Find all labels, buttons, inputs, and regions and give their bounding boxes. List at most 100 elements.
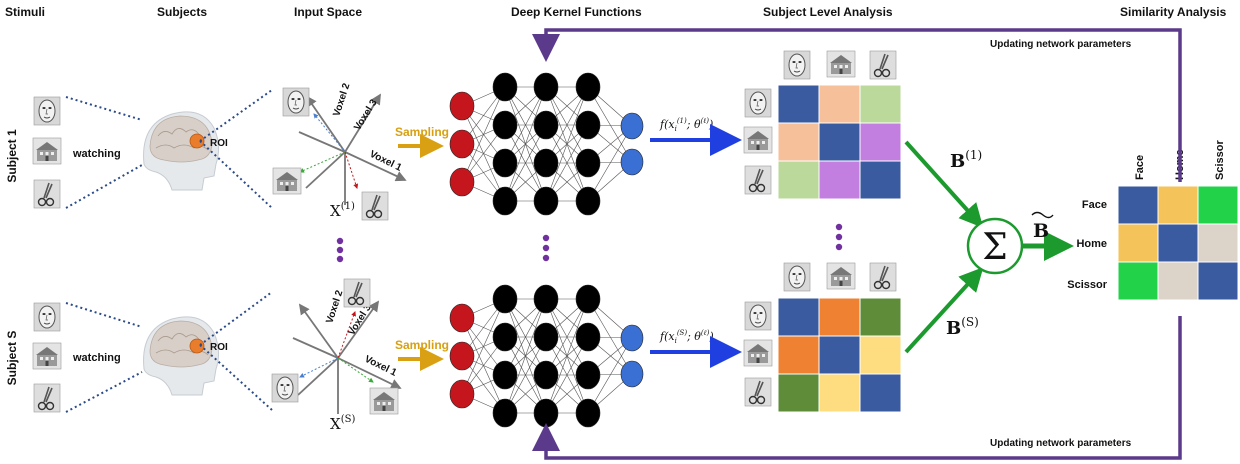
output-neuron [620, 148, 644, 176]
update-arrow-top [532, 28, 1182, 182]
stimulus-face-1 [33, 96, 61, 126]
watching-label-s: watching [72, 352, 121, 364]
hidden-neuron [533, 322, 559, 352]
matrix-cell [777, 122, 820, 162]
sim-row-face: Face [1082, 199, 1107, 211]
voxel-axes-1 [298, 93, 407, 205]
sim-col-face: Face [1134, 155, 1146, 180]
b1-label: B(1) [950, 148, 982, 172]
output-neuron [620, 324, 644, 352]
matrix-cell [1117, 261, 1159, 301]
network-edge [545, 86, 589, 202]
network-edge [587, 298, 633, 375]
point-face-s [271, 373, 299, 403]
hidden-neuron [492, 186, 518, 216]
matrix-cell [777, 84, 820, 124]
update-label-top: Updating network parameters [990, 39, 1132, 50]
deep-network-s [449, 284, 644, 428]
matrix-cell [818, 84, 861, 124]
bs-label: B(S) [946, 315, 979, 339]
gaze-line [65, 302, 143, 328]
hidden-neuron [492, 148, 518, 178]
function-label-s: f(xi(S); θ(ℓ)) [659, 329, 714, 345]
matrix-cell [1157, 185, 1199, 225]
input-neuron [449, 167, 475, 197]
matrix1-col-face [783, 50, 811, 80]
tilde-mark [1031, 211, 1054, 219]
matrix1-row-scissor [744, 165, 772, 195]
stimulus-scissor-s [33, 383, 61, 413]
matrix-cell [1197, 223, 1239, 263]
sim-col-scissor: Scissor [1214, 140, 1226, 180]
input-neuron [449, 341, 475, 371]
voxel1-label-s: Voxel 1 [363, 354, 399, 379]
stimulus-scissor-1 [33, 179, 61, 209]
hidden-neuron [492, 110, 518, 140]
voxel-axes-s [292, 300, 402, 414]
matrix1-col-home [826, 50, 856, 78]
matrix-cell [1157, 223, 1199, 263]
hidden-neuron [492, 398, 518, 428]
matrix-cell [859, 335, 902, 375]
matrix-subject-1 [777, 84, 902, 200]
matrix-cell [1197, 261, 1239, 301]
matrixs-col-home [826, 262, 856, 290]
hidden-neuron [492, 284, 518, 314]
hidden-neuron [533, 72, 559, 102]
input-neuron [449, 379, 475, 409]
hidden-neuron [492, 322, 518, 352]
matrix1-col-scissor [869, 50, 897, 80]
gaze-line [65, 164, 143, 209]
matrix-cell [777, 160, 820, 200]
hidden-neuron [533, 360, 559, 390]
label-subject-1: Subject 1 [5, 129, 19, 183]
header-subject-level: Subject Level Analysis [763, 5, 893, 19]
matrixs-row-scissor [744, 377, 772, 407]
voxel2-label-s: Voxel 2 [324, 289, 345, 325]
matrix-cell [818, 160, 861, 200]
matrix-cell [1197, 185, 1239, 225]
update-arrow-bottom [532, 316, 1182, 460]
input-neuron [449, 129, 475, 159]
network-edge [545, 86, 589, 164]
matrix-cell [777, 297, 820, 337]
hidden-neuron [575, 284, 601, 314]
hidden-neuron [533, 398, 559, 428]
label-subject-s: Subject S [5, 331, 19, 386]
hidden-neuron [575, 148, 601, 178]
output-neuron [620, 360, 644, 388]
matrix-cell [1157, 261, 1199, 301]
sim-row-scissor: Scissor [1067, 279, 1107, 291]
network-edge [504, 124, 547, 202]
network-edge [504, 86, 547, 202]
matrix-cell [859, 84, 902, 124]
output-neuron [620, 112, 644, 140]
network-edge [504, 336, 547, 414]
stimulus-home-1 [32, 137, 62, 165]
sampling-label-s: Sampling [395, 338, 449, 352]
matrixs-col-scissor [869, 262, 897, 292]
matrix-subject-s [777, 297, 902, 413]
matrix1-row-home [743, 126, 773, 154]
header-deep-kernel: Deep Kernel Functions [511, 5, 642, 19]
roi-label-1: ROI [210, 138, 228, 149]
hidden-neuron [575, 398, 601, 428]
matrix-cell [859, 297, 902, 337]
voxel2-label-1: Voxel 2 [331, 82, 352, 118]
header-input-space: Input Space [294, 5, 362, 19]
matrix-cell [818, 297, 861, 337]
hidden-neuron [492, 360, 518, 390]
hidden-neuron [533, 110, 559, 140]
network-edge [545, 336, 589, 414]
hidden-neuron [575, 72, 601, 102]
matrixs-col-face [783, 262, 811, 292]
btilde-label: B [1033, 220, 1049, 242]
aggregate-arrow-s [904, 267, 984, 354]
input-neuron [449, 91, 475, 121]
network-edge [587, 337, 633, 414]
input-neuron [449, 303, 475, 333]
voxel3-label-s: Voxel 3 [346, 302, 374, 337]
network-edge [587, 86, 633, 163]
matrixs-row-face [744, 301, 772, 331]
